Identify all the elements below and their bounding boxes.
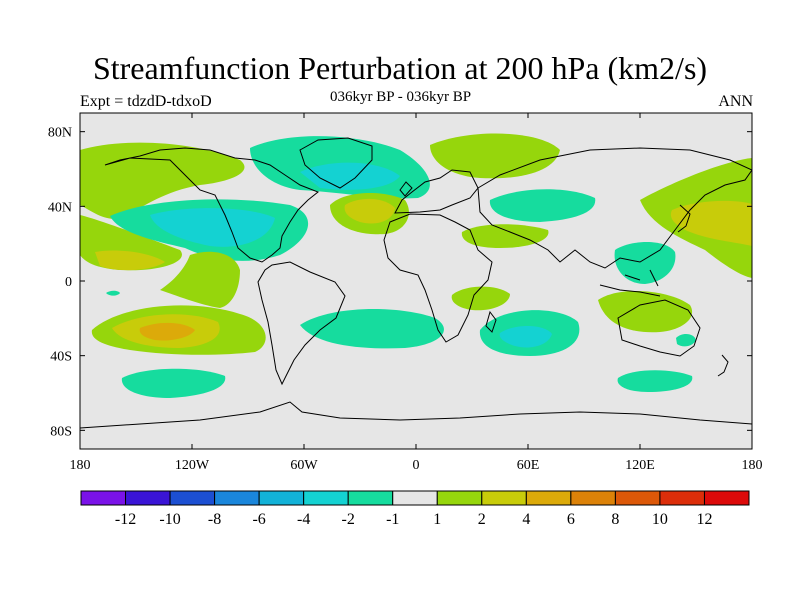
colorbar-swatch: [703, 490, 750, 506]
coastline-antarctica: [80, 401, 752, 429]
colorbar-swatch: [481, 490, 527, 506]
colorbar-label: -12: [115, 511, 136, 528]
colorbar-label: 6: [567, 511, 575, 528]
x-tick-label: 120W: [175, 458, 210, 473]
colorbar-label: 4: [522, 511, 530, 528]
colorbar-swatch: [614, 490, 661, 506]
coastline-africa: [383, 213, 493, 343]
east-australia-low: [676, 334, 696, 347]
north-atlantic-greenland-low-core: [300, 162, 400, 190]
south-pacific-low: [121, 368, 226, 398]
y-tick-label: 40N: [48, 200, 72, 215]
x-axis: 180 120W 60W 0 60E 120E 180: [70, 113, 763, 473]
colorbar-swatch: [169, 490, 216, 506]
colorbar-label: -10: [159, 511, 180, 528]
coastline-uk: [399, 181, 413, 197]
coastline-north-america: [104, 147, 319, 263]
southeast-pacific-high-core: [139, 322, 195, 341]
northeast-atlantic-high-core: [344, 198, 395, 224]
coastline-south-america: [257, 261, 346, 386]
coastline-australia: [617, 299, 701, 357]
equatorial-pacific-spot: [106, 290, 120, 296]
coastline-madagascar: [485, 310, 497, 333]
coastline-greenland: [299, 137, 373, 189]
coastlines: [80, 137, 752, 429]
north-pacific-high-core: [95, 250, 165, 271]
colorbar-label: -8: [208, 511, 221, 528]
x-tick-label: 180: [70, 458, 91, 473]
southern-ocean-low: [617, 370, 693, 392]
y-tick-label: 40S: [50, 350, 72, 365]
colorbar-swatch: [347, 490, 394, 506]
central-asia-low: [489, 189, 596, 222]
colorbar-label: 12: [696, 511, 712, 528]
south-indian-low-core: [499, 325, 552, 348]
coastline-asia: [477, 147, 752, 269]
colorbar-swatch: [525, 490, 572, 506]
colorbar-swatch: [80, 490, 127, 506]
west-pacific-high-core: [670, 200, 752, 246]
colorbar-swatch: [570, 490, 616, 506]
colorbar-label: -6: [252, 511, 265, 528]
y-tick-label: 80S: [50, 424, 72, 439]
colorbar-label: -2: [342, 511, 355, 528]
y-axis: 80N 40N 0 40S 80S: [48, 126, 752, 439]
colorbar-swatch: [659, 490, 705, 506]
south-atlantic-low: [300, 308, 444, 349]
x-tick-label: 0: [413, 458, 420, 473]
colorbar-swatch: [392, 490, 438, 506]
colorbar-label: 8: [611, 511, 619, 528]
x-tick-label: 120E: [625, 458, 655, 473]
y-tick-label: 80N: [48, 126, 72, 141]
colorbar-swatch: [258, 490, 305, 506]
chart-subtitle: 036kyr BP - 036kyr BP: [330, 89, 472, 105]
coastline-new-zealand: [717, 354, 729, 377]
x-tick-label: 180: [742, 458, 763, 473]
x-tick-label: 60E: [517, 458, 540, 473]
colorbar-swatch: [436, 490, 483, 506]
north-america-high-tongue: [160, 251, 240, 308]
season-label: ANN: [718, 93, 753, 110]
experiment-label: Expt = tdzdD-tdxoD: [80, 93, 212, 110]
siberian-high: [430, 133, 560, 179]
east-africa-high: [451, 286, 510, 311]
colorbar-label: -4: [297, 511, 310, 528]
central-asia-high: [461, 224, 549, 248]
north-america-low-core: [150, 208, 275, 247]
colorbar-swatch: [125, 490, 171, 506]
coastline-japan: [677, 204, 691, 233]
maritime-continent-low: [614, 242, 676, 284]
coastline-indonesia: [599, 269, 661, 297]
colorbar-swatch: [214, 490, 260, 506]
colorbar-swatch: [303, 490, 349, 506]
colorbar-label: 10: [652, 511, 668, 528]
colorbar: -12 -10 -8 -6 -4 -2 -1 1 2 4 6 8 10 12: [80, 490, 750, 528]
x-tick-label: 60W: [290, 458, 318, 473]
north-pacific-high: [80, 142, 245, 219]
coastline-europe: [394, 169, 479, 214]
chart-title: Streamfunction Perturbation at 200 hPa (…: [92, 50, 708, 86]
colorbar-label: 2: [478, 511, 486, 528]
colorbar-label: -1: [386, 511, 399, 528]
colorbar-label: 1: [433, 511, 441, 528]
y-tick-label: 0: [65, 275, 72, 290]
